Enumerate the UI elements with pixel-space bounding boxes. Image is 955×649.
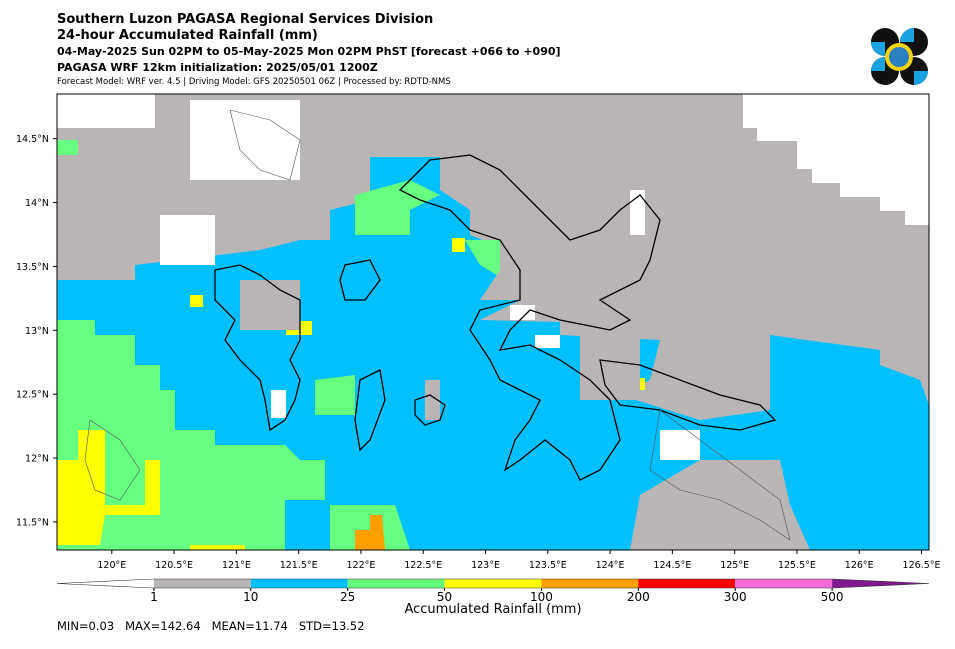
x-tick-label: 125.5°E xyxy=(778,560,816,571)
y-tick-label: 13°N xyxy=(25,326,49,337)
y-tick-label: 12.5°N xyxy=(16,390,49,401)
x-tick-label: 122°E xyxy=(347,560,376,571)
y-tick-label: 12°N xyxy=(25,454,49,465)
map-frame xyxy=(56,93,930,551)
colorbar-segment xyxy=(541,579,639,588)
colorbar-tick-label: 300 xyxy=(724,590,747,604)
colorbar-segment xyxy=(250,579,348,588)
y-tick-label: 14.5°N xyxy=(16,134,49,145)
x-tick-label: 124.5°E xyxy=(653,560,691,571)
colorbar-segment xyxy=(832,579,929,588)
initialization: PAGASA WRF 12km initialization: 2025/05/… xyxy=(57,61,378,74)
logo xyxy=(871,28,928,85)
title: Southern Luzon PAGASA Regional Services … xyxy=(57,12,433,27)
colorbar-tick-label: 500 xyxy=(821,590,844,604)
colorbar-segment xyxy=(638,579,736,588)
axes: 120°E 120.5°E 121°E 121.5°E 122°E 122.5°E 123°… xyxy=(16,134,941,571)
rainfall-field xyxy=(57,94,929,550)
y-tick-label: 14°N xyxy=(25,198,49,209)
stats: MIN=0.03 MAX=142.64 MEAN=11.74 STD=13.52 xyxy=(57,619,365,633)
x-tick-label: 120°E xyxy=(97,560,126,571)
x-tick-label: 124°E xyxy=(596,560,625,571)
colorbar: 1 10 25 50 100 200 300 500 xyxy=(56,578,930,604)
x-tick-label: 125°E xyxy=(720,560,749,571)
x-tick-label: 122.5°E xyxy=(404,560,442,571)
colorbar-tick-label: 200 xyxy=(627,590,650,604)
colorbar-tick-label: 100 xyxy=(530,590,553,604)
colorbar-segment xyxy=(153,579,251,588)
colorbar-segment xyxy=(57,579,154,588)
info: Forecast Model: WRF ver. 4.5 | Driving M… xyxy=(57,77,451,87)
y-tick-label: 13.5°N xyxy=(16,262,49,273)
colorbar-label: Accumulated Rainfall (mm) xyxy=(404,602,581,617)
x-tick-label: 121.5°E xyxy=(280,560,318,571)
colorbar-segment xyxy=(735,579,833,588)
colorbar-tick-label: 10 xyxy=(243,590,258,604)
x-tick-label: 126.5°E xyxy=(903,560,941,571)
period: 04-May-2025 Sun 02PM to 05-May-2025 Mon … xyxy=(57,45,561,58)
x-tick-label: 123.5°E xyxy=(529,560,567,571)
subtitle: 24-hour Accumulated Rainfall (mm) xyxy=(57,28,318,43)
colorbar-segment xyxy=(444,579,542,588)
x-tick-label: 123°E xyxy=(471,560,500,571)
x-tick-label: 120.5°E xyxy=(155,560,193,571)
colorbar-tick-label: 1 xyxy=(150,590,158,604)
x-tick-label: 121°E xyxy=(222,560,251,571)
colorbar-segment xyxy=(347,579,445,588)
colorbar-tick-label: 25 xyxy=(340,590,355,604)
x-tick-label: 126°E xyxy=(845,560,874,571)
y-tick-label: 11.5°N xyxy=(16,517,49,528)
colorbar-tick-label: 50 xyxy=(437,590,452,604)
